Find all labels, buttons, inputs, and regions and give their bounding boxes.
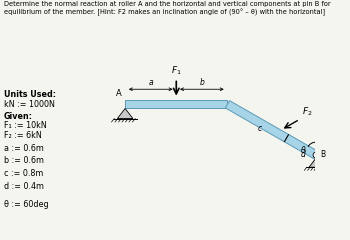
Text: b: b [199,78,204,87]
Text: B: B [321,150,326,159]
Text: Determine the normal reaction at roller A and the horizontal and vertical compon: Determine the normal reaction at roller … [4,1,330,16]
Text: F₂ := 6kN: F₂ := 6kN [4,131,41,140]
Text: c: c [257,125,261,133]
Text: A: A [116,89,122,98]
Text: d := 0.4m: d := 0.4m [4,182,43,191]
Polygon shape [225,101,318,159]
Polygon shape [309,158,323,167]
Text: $\theta$: $\theta$ [300,144,306,155]
Text: $F_1$: $F_1$ [171,64,182,77]
Text: F₁ := 10kN: F₁ := 10kN [4,121,46,130]
Text: d: d [301,150,306,159]
Text: Given:: Given: [4,112,33,120]
Circle shape [313,152,319,158]
Text: b := 0.6m: b := 0.6m [4,156,43,166]
Text: $F_2$: $F_2$ [302,105,313,118]
Text: Units Used:: Units Used: [4,90,56,99]
Text: a: a [148,78,153,87]
Text: θ := 60deg: θ := 60deg [4,200,48,209]
Polygon shape [117,108,133,119]
Text: c := 0.8m: c := 0.8m [4,169,43,178]
Text: kN := 1000N: kN := 1000N [4,100,54,109]
Text: a := 0.6m: a := 0.6m [4,144,43,153]
Polygon shape [125,100,228,108]
